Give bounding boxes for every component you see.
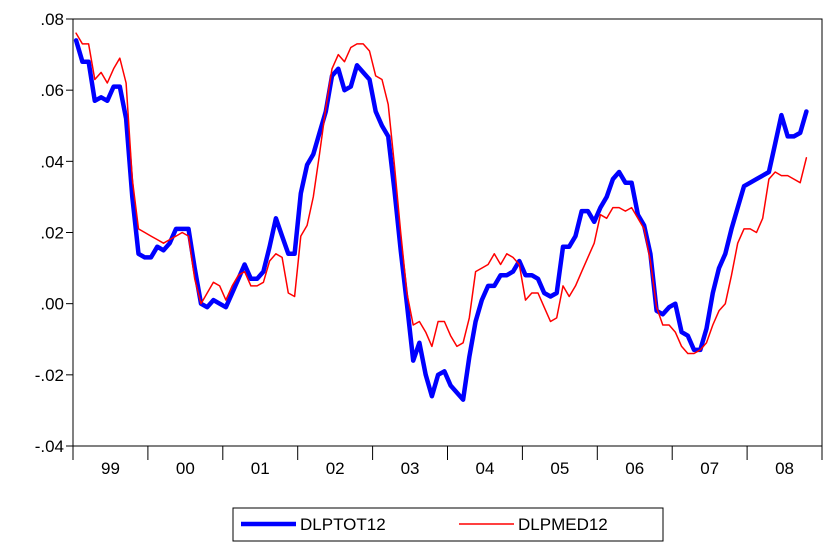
x-tick-label: 00 <box>176 459 195 478</box>
y-axis: .08 .06 .04 .02 .00 -.02 -.04 <box>35 10 73 456</box>
x-tick-label: 99 <box>101 459 120 478</box>
y-tick-label: .02 <box>40 224 64 243</box>
series-line-dlptot12 <box>73 38 809 402</box>
y-tick-label: -.02 <box>35 366 64 385</box>
x-tick-label: 03 <box>401 459 420 478</box>
legend-label-dlptot12: DLPTOT12 <box>300 515 386 534</box>
y-tick-label: .06 <box>40 81 64 100</box>
series-line-dlpmed12 <box>75 32 808 355</box>
y-tick-label: .08 <box>40 10 64 29</box>
x-tick-label: 07 <box>700 459 719 478</box>
x-tick-label: 01 <box>251 459 270 478</box>
x-tick-label: 08 <box>775 459 794 478</box>
y-tick-label: .00 <box>40 295 64 314</box>
x-tick-label: 04 <box>475 459 494 478</box>
x-tick-label: 02 <box>326 459 345 478</box>
x-tick-label: 05 <box>550 459 569 478</box>
legend: DLPTOT12 DLPMED12 <box>232 507 664 542</box>
y-tick-label: .04 <box>40 152 64 171</box>
x-tick-label: 06 <box>625 459 644 478</box>
legend-label-dlpmed12: DLPMED12 <box>518 515 608 534</box>
legend-box <box>232 507 664 542</box>
y-tick-label: -.04 <box>35 437 64 456</box>
series-layer <box>73 32 809 402</box>
x-axis: 99 00 01 02 03 04 05 06 07 08 <box>72 446 823 478</box>
